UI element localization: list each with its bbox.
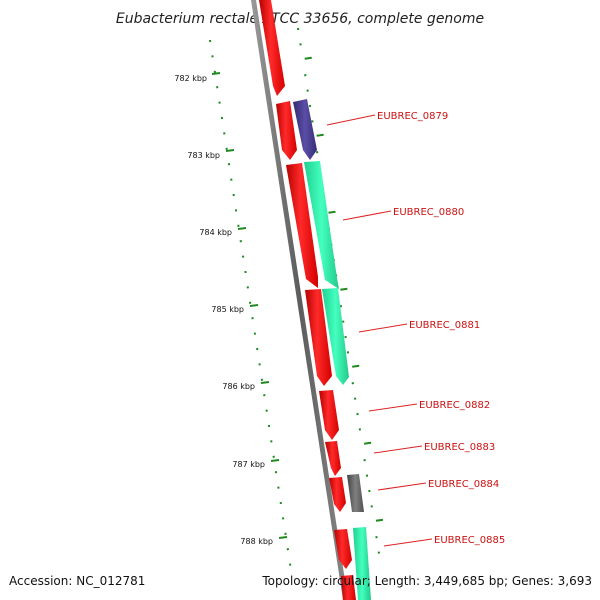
kbp-tick: [270, 459, 280, 462]
gene-feature[interactable]: [325, 441, 341, 476]
kbp-label: 785 kbp: [211, 305, 244, 314]
ruler-major-ticks: 782 kbp 783 kbp 784 kbp 785 kbp 786 kbp …: [174, 72, 288, 546]
gene-feature-EUBREC_0879[interactable]: [293, 99, 317, 160]
gene-feature[interactable]: [286, 163, 318, 288]
gene-label[interactable]: EUBREC_0882: [419, 400, 490, 411]
kbp-label: 783 kbp: [187, 151, 220, 160]
label-leader: [358, 323, 408, 333]
gene-label[interactable]: EUBREC_0883: [424, 442, 495, 453]
gene-label[interactable]: EUBREC_0885: [434, 535, 505, 546]
gene-feature-EUBREC_0881[interactable]: [322, 288, 349, 385]
kbp-tick: [225, 149, 235, 152]
label-leader: [383, 538, 433, 547]
ruler-dash: [316, 133, 324, 137]
kbp-label: 787 kbp: [232, 460, 265, 469]
kbp-label: 786 kbp: [222, 382, 255, 391]
gene-feature[interactable]: [341, 575, 356, 600]
label-leader: [342, 210, 392, 221]
kbp-tick: [260, 381, 270, 384]
gene-features: [259, 0, 371, 600]
gene-labels: EUBREC_0879 EUBREC_0880 EUBREC_0881 EUBR…: [326, 111, 505, 547]
gene-label[interactable]: EUBREC_0884: [428, 479, 499, 490]
label-leader: [326, 114, 376, 126]
kbp-tick: [278, 536, 288, 539]
gene-feature-EUBREC_0885[interactable]: [353, 527, 371, 600]
genome-backbone: [251, 0, 348, 600]
gene-feature[interactable]: [319, 390, 339, 440]
ruler-minor-ticks: [209, 39, 292, 566]
gene-feature-EUBREC_0884[interactable]: [347, 474, 364, 512]
gene-label[interactable]: EUBREC_0880: [393, 207, 464, 218]
gene-feature[interactable]: [259, 0, 285, 96]
ruler-dash: [304, 56, 312, 60]
gene-feature[interactable]: [276, 101, 297, 160]
map-title: Eubacterium rectale ATCC 33656, complete…: [116, 11, 484, 27]
kbp-label: 782 kbp: [174, 74, 207, 83]
kbp-tick: [211, 72, 221, 75]
gene-feature-EUBREC_0880[interactable]: [304, 161, 339, 289]
ruler-dash: [363, 441, 372, 445]
label-leader: [377, 482, 427, 491]
gene-feature[interactable]: [334, 529, 352, 569]
ruler-dash: [340, 287, 348, 291]
topology-text: Topology: circular; Length: 3,449,685 bp…: [262, 574, 592, 588]
kbp-label: 788 kbp: [240, 537, 273, 546]
ruler-dash: [352, 364, 360, 368]
kbp-tick: [237, 227, 247, 230]
kbp-label: 784 kbp: [199, 228, 232, 237]
ruler-dash: [375, 518, 384, 522]
label-leader: [373, 445, 423, 454]
ruler-dash: [328, 210, 336, 214]
gene-feature[interactable]: [329, 477, 346, 512]
gene-label[interactable]: EUBREC_0879: [377, 111, 448, 122]
label-leader: [368, 403, 418, 412]
accession-text: Accession: NC_012781: [9, 574, 146, 588]
gene-feature[interactable]: [305, 289, 332, 386]
gene-label[interactable]: EUBREC_0881: [409, 320, 480, 331]
kbp-tick: [249, 304, 259, 307]
